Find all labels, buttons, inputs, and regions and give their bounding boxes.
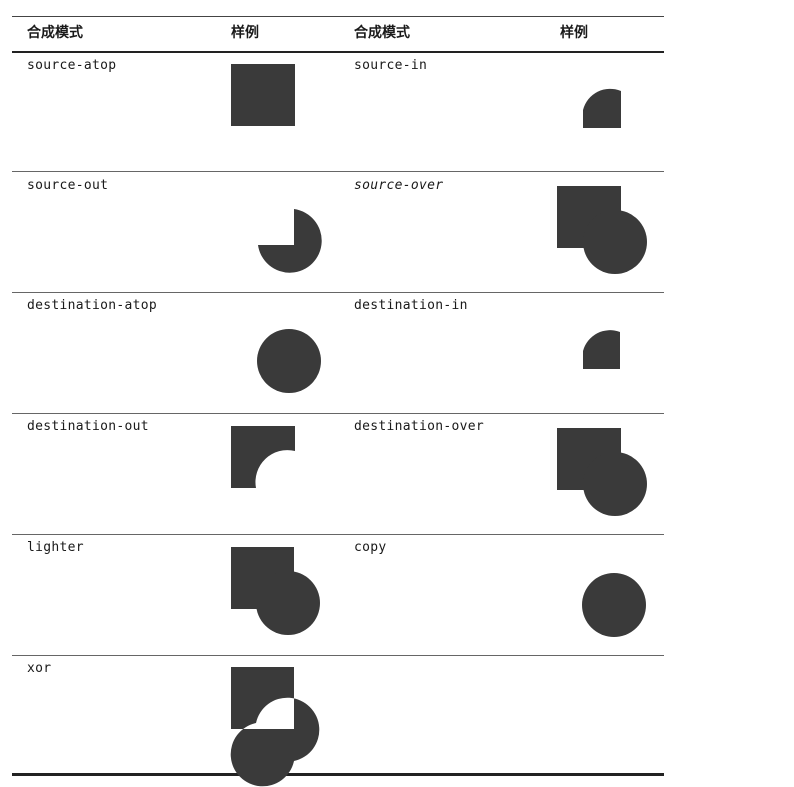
- mode-label-source-atop: source-atop: [27, 58, 117, 73]
- mode-label-source-over: source-over: [354, 178, 444, 193]
- mode-label-destination-in: destination-in: [354, 298, 468, 313]
- table-top-rule: [12, 16, 664, 17]
- header-sample-col1: 样例: [231, 25, 259, 41]
- header-sample-col2: 样例: [560, 25, 588, 41]
- table-bottom-rule: [12, 773, 664, 776]
- row-divider: [12, 171, 664, 172]
- mode-label-destination-over: destination-over: [354, 419, 485, 434]
- row-divider: [12, 292, 664, 293]
- mode-label-copy: copy: [354, 540, 387, 555]
- mode-label-destination-atop: destination-atop: [27, 298, 158, 313]
- mode-label-source-in: source-in: [354, 58, 428, 73]
- row-divider: [12, 534, 664, 535]
- mode-label-destination-out: destination-out: [27, 419, 149, 434]
- mode-label-xor: xor: [27, 661, 52, 676]
- row-divider: [12, 413, 664, 414]
- mode-label-lighter: lighter: [27, 540, 84, 555]
- header-rule: [12, 51, 664, 53]
- mode-label-source-out: source-out: [27, 178, 109, 193]
- header-mode-col2: 合成模式: [354, 25, 410, 41]
- header-mode-col1: 合成模式: [27, 25, 83, 41]
- row-divider: [12, 655, 664, 656]
